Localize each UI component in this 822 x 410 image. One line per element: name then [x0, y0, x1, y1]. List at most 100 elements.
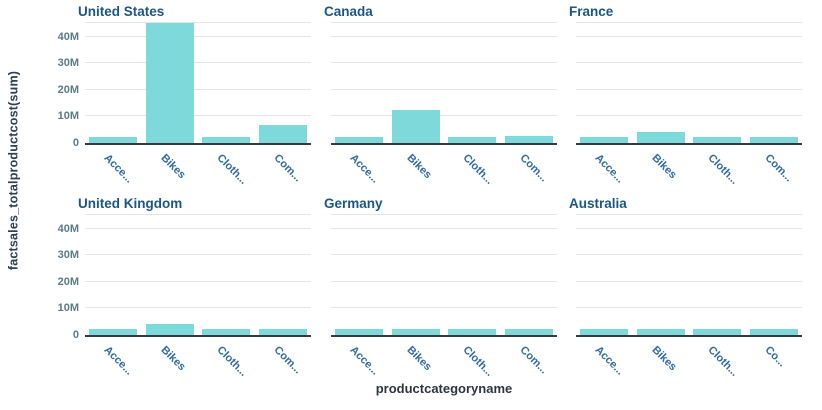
x-tick-label: Com... — [271, 152, 304, 185]
x-tick-label: Bikes — [158, 152, 188, 182]
gridline — [331, 254, 557, 256]
y-tick-label: 20M — [57, 83, 79, 96]
x-axis-line — [331, 335, 557, 337]
x-tick-label: Com... — [517, 344, 550, 377]
bar[interactable] — [89, 137, 138, 143]
gridline — [85, 254, 311, 256]
gridline — [576, 62, 802, 64]
x-tick-label: Acce... — [101, 152, 136, 186]
x-tick-label: Bikes — [649, 152, 679, 182]
bar[interactable] — [335, 136, 384, 143]
gridline — [576, 88, 802, 90]
bar[interactable] — [145, 324, 194, 335]
gridline — [85, 280, 311, 282]
bar[interactable] — [145, 22, 194, 143]
panel-title: Australia — [569, 196, 627, 211]
x-tick-label: Acce... — [592, 152, 627, 186]
y-tick-label: 30M — [57, 249, 79, 262]
x-axis-line — [85, 143, 311, 145]
bar[interactable] — [335, 328, 384, 335]
panel-title: United Kingdom — [78, 196, 183, 211]
bar[interactable] — [749, 328, 798, 335]
x-tick-label: Cloth... — [705, 152, 741, 187]
gridline — [331, 35, 557, 37]
y-tick-label: 20M — [57, 275, 79, 288]
x-tick-label: Bikes — [404, 152, 434, 182]
x-tick-label: Com... — [517, 152, 550, 185]
gridline — [85, 115, 311, 117]
x-tick-label: Cloth... — [460, 152, 496, 187]
x-tick-label: Cloth... — [214, 344, 250, 379]
gridline — [85, 88, 311, 90]
y-tick-label: 40M — [57, 222, 79, 235]
bar[interactable] — [391, 328, 440, 335]
bar[interactable] — [448, 328, 497, 335]
x-tick-label: Cloth... — [214, 152, 250, 187]
gridline — [331, 227, 557, 229]
y-tick-label: 0 — [72, 137, 79, 149]
plot-area — [576, 22, 802, 143]
bar[interactable] — [202, 328, 251, 335]
gridline — [85, 227, 311, 229]
bar[interactable] — [749, 136, 798, 143]
x-tick-label: Com... — [271, 344, 304, 377]
panel-title: France — [569, 4, 614, 19]
gridline — [331, 88, 557, 90]
bar[interactable] — [391, 110, 440, 143]
x-tick-label: Bikes — [649, 344, 679, 374]
x-tick-label: Cloth... — [705, 344, 741, 379]
y-tick-label: 40M — [57, 30, 79, 43]
x-axis-title: productcategoryname — [375, 381, 513, 396]
gridline — [576, 35, 802, 37]
gridline — [576, 254, 802, 256]
bar[interactable] — [89, 329, 138, 335]
plot-area — [85, 22, 311, 143]
bar[interactable] — [636, 328, 685, 335]
x-tick-label: Co... — [762, 344, 788, 370]
gridline — [576, 280, 802, 282]
gridline — [331, 115, 557, 117]
y-tick-label: 10M — [57, 110, 79, 123]
panel-title: Canada — [324, 4, 373, 19]
bar[interactable] — [504, 328, 553, 335]
gridline — [576, 307, 802, 309]
x-axis-line — [331, 143, 557, 145]
x-tick-label: Acce... — [347, 344, 382, 378]
bar[interactable] — [504, 135, 553, 143]
bar[interactable] — [580, 328, 629, 335]
gridline — [331, 62, 557, 64]
y-tick-label: 30M — [57, 57, 79, 70]
bar[interactable] — [258, 328, 307, 335]
x-axis-line — [85, 335, 311, 337]
x-tick-label: Acce... — [101, 344, 136, 378]
x-tick-label: Bikes — [158, 344, 188, 374]
plot-area — [576, 214, 802, 335]
plot-area — [85, 214, 311, 335]
x-tick-label: Cloth... — [460, 344, 496, 379]
gridline — [331, 307, 557, 309]
y-axis-title: factsales_totalproductcost(sum) — [6, 70, 21, 271]
x-tick-label: Acce... — [347, 152, 382, 186]
bar[interactable] — [448, 137, 497, 143]
bar[interactable] — [258, 125, 307, 143]
bar[interactable] — [693, 136, 742, 143]
x-axis-line — [576, 143, 802, 145]
y-tick-label: 10M — [57, 302, 79, 315]
bar[interactable] — [580, 136, 629, 143]
x-tick-label: Bikes — [404, 344, 434, 374]
bar[interactable] — [636, 132, 685, 143]
plot-area — [331, 214, 557, 335]
bar[interactable] — [693, 328, 742, 335]
x-tick-label: Com... — [762, 152, 795, 185]
plot-area — [331, 22, 557, 143]
y-tick-label: 0 — [72, 329, 79, 341]
gridline — [331, 280, 557, 282]
gridline — [576, 115, 802, 117]
panel-title: Germany — [324, 196, 383, 211]
gridline — [85, 307, 311, 309]
panel-title: United States — [78, 4, 165, 19]
gridline — [85, 35, 311, 37]
bar[interactable] — [202, 137, 251, 143]
x-axis-line — [576, 335, 802, 337]
